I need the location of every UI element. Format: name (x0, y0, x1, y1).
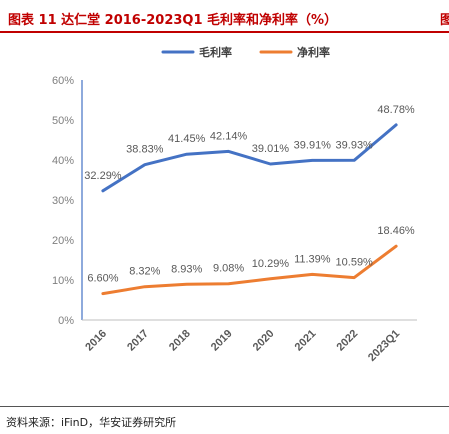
data-label: 41.45% (168, 133, 206, 145)
data-label: 38.83% (126, 144, 164, 156)
figure-title: 图表 11 达仁堂 2016-2023Q1 毛利率和净利率（%） (8, 13, 338, 28)
line-chart: 毛利率 净利率 0% 10% 20% 30% 40% 50% 60% 2016 2017 2018… (52, 45, 417, 364)
x-tick-label: 2023Q1 (366, 328, 402, 364)
data-label: 42.14% (210, 130, 248, 142)
x-tick-label: 2017 (125, 328, 151, 354)
source-rule (0, 406, 449, 407)
data-label: 6.60% (87, 273, 118, 285)
source-note: 资料来源：iFinD，华安证券研究所 (6, 416, 177, 429)
x-tick-label: 2021 (293, 328, 319, 354)
data-label: 39.01% (252, 143, 290, 155)
data-label: 39.93% (336, 139, 374, 151)
data-label: 10.29% (252, 258, 290, 270)
data-label: 8.93% (171, 263, 202, 275)
data-label-layer: 32.29% 38.83% 41.45% 42.14% 39.01% 39.91% 39.9… (84, 104, 415, 285)
chart-legend: 毛利率 净利率 (161, 45, 330, 59)
y-tick-label: 40% (52, 155, 74, 167)
series-layer (101, 123, 398, 296)
x-tick-label: 2016 (83, 328, 109, 354)
data-label: 48.78% (377, 104, 415, 116)
y-tick-label: 30% (52, 195, 74, 207)
next-figure-title-fragment: 图 (440, 13, 449, 28)
data-label: 10.59% (336, 257, 374, 269)
x-tick-label: 2018 (167, 328, 193, 354)
y-axis: 0% 10% 20% 30% 40% 50% 60% (52, 75, 83, 327)
y-tick-label: 0% (58, 315, 74, 327)
series-line-1 (101, 244, 398, 296)
y-tick-label: 60% (52, 75, 74, 87)
data-label: 11.39% (294, 253, 331, 265)
x-tick-label: 2019 (209, 328, 235, 354)
legend-label: 净利率 (297, 45, 330, 59)
x-axis: 2016 2017 2018 2019 2020 2021 2022 2023Q1 (82, 319, 417, 364)
title-rule (0, 31, 449, 33)
y-tick-label: 20% (52, 235, 74, 247)
data-label: 39.91% (294, 139, 332, 151)
legend-label: 毛利率 (199, 45, 232, 59)
x-tick-label: 2022 (335, 328, 361, 354)
data-label: 8.32% (129, 266, 160, 278)
series-line-0 (101, 123, 398, 193)
data-label: 9.08% (213, 263, 244, 275)
y-tick-label: 10% (52, 275, 74, 287)
data-label: 18.46% (377, 225, 415, 237)
x-tick-label: 2020 (251, 328, 277, 354)
data-label: 32.29% (84, 170, 122, 182)
y-tick-label: 50% (52, 115, 74, 127)
